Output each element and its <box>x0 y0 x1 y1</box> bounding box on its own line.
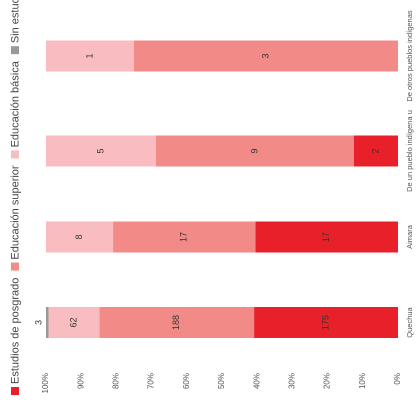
value-label: 62 <box>68 317 78 327</box>
bar-segment <box>46 40 134 72</box>
legend-swatch <box>11 150 19 159</box>
y-tick-label: 60% <box>182 373 191 389</box>
value-label: 17 <box>321 232 331 242</box>
bar-segment <box>156 135 354 167</box>
y-tick-label: 20% <box>323 373 332 389</box>
value-label: 1 <box>84 53 94 58</box>
y-tick-label: 40% <box>252 373 261 389</box>
legend-label: Educación básica <box>9 60 21 147</box>
bar-segment <box>113 221 256 253</box>
y-tick-label: 30% <box>288 373 297 389</box>
category-label: Quechua <box>405 306 414 337</box>
bar-segment <box>48 307 100 338</box>
legend-swatch <box>11 46 19 55</box>
category-label: De otros pueblos indígenas <box>405 10 414 102</box>
y-tick-label: 10% <box>358 373 367 389</box>
value-label: 8 <box>74 234 84 239</box>
bar-segment <box>255 221 398 253</box>
y-tick-label: 0% <box>393 373 402 385</box>
legend-swatch <box>11 262 19 271</box>
y-tick-label: 100% <box>41 373 50 393</box>
y-tick-label: 50% <box>217 373 226 389</box>
value-label: 188 <box>171 315 181 330</box>
bar-segment <box>254 307 398 338</box>
category-label: Aimara <box>405 224 414 249</box>
bar-segment <box>46 135 156 167</box>
bar-segment <box>354 135 398 167</box>
legend-label: Sin estudios <box>9 0 21 43</box>
y-tick-label: 90% <box>76 373 85 389</box>
category-label: De un pueblo indígena u <box>405 110 414 192</box>
bar-segment <box>99 307 255 338</box>
rotated-chart: 0% 10% 20% 30% 40% 50% 60% 70% 80% 90% 100% Estudio… <box>9 0 414 395</box>
value-label: 2 <box>370 148 380 153</box>
bar-segment <box>134 40 398 72</box>
value-label: 3 <box>34 320 44 325</box>
legend-label: Estudios de posgrado <box>9 278 21 384</box>
legend-swatch <box>11 387 19 395</box>
value-label: 175 <box>320 315 330 330</box>
value-label: 9 <box>249 148 259 153</box>
value-label: 5 <box>95 148 105 153</box>
y-tick-label: 70% <box>147 373 156 389</box>
bar-segment <box>46 307 49 338</box>
y-tick-label: 80% <box>112 373 121 389</box>
legend-label: Educación superior <box>9 165 21 260</box>
bar-segment <box>46 221 114 253</box>
value-label: 17 <box>179 232 189 242</box>
value-label: 3 <box>260 53 270 58</box>
